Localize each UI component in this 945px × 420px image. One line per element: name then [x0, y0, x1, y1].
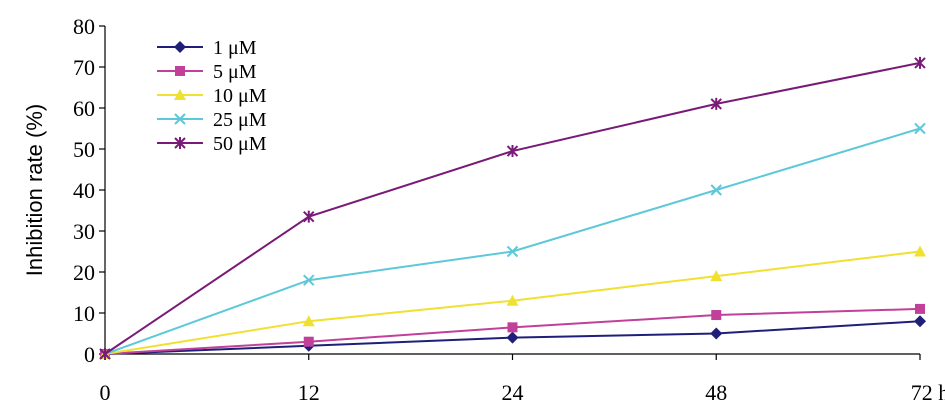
y-tick-label: 60	[73, 96, 95, 121]
legend-label: 50 μM	[213, 133, 267, 155]
x-tick-label: 24	[502, 380, 524, 405]
y-tick-label: 10	[73, 301, 95, 326]
data-point	[710, 327, 723, 340]
data-point	[99, 348, 111, 360]
x-tick-labels: 0 12 24 48 72 h	[100, 354, 945, 405]
legend-item: 1 μM	[157, 37, 257, 59]
data-point	[710, 270, 723, 282]
series-line	[104, 127, 921, 355]
data-point	[914, 56, 926, 69]
x-tick-label: 0	[100, 380, 111, 405]
series-group	[99, 56, 926, 360]
legend-item: 50 μM	[157, 133, 267, 155]
legend-item: 5 μM	[157, 61, 257, 83]
series-4	[99, 56, 926, 360]
legend-label: 10 μM	[213, 85, 267, 107]
legend-marker	[174, 89, 186, 100]
data-point	[303, 336, 314, 347]
legend-marker	[175, 66, 185, 76]
data-point	[506, 331, 519, 344]
legend-marker	[174, 137, 186, 149]
y-tick-label: 0	[84, 342, 95, 367]
legend-label: 25 μM	[213, 109, 267, 131]
data-point	[303, 210, 315, 223]
x-tick-label: 48	[705, 380, 727, 405]
data-point	[711, 310, 722, 321]
data-point	[710, 184, 722, 196]
data-point	[506, 145, 519, 158]
legend-item: 10 μM	[157, 85, 267, 107]
legend-label: 1 μM	[213, 37, 257, 59]
data-point	[302, 315, 315, 327]
x-tick-label: 12	[298, 380, 320, 405]
y-tick-label: 50	[73, 137, 95, 162]
data-point	[506, 294, 519, 306]
data-point	[303, 274, 315, 286]
y-tick-label: 70	[73, 55, 95, 80]
y-axis-title: Inhibition rate (%)	[22, 104, 47, 276]
data-point	[507, 322, 518, 333]
data-point	[914, 122, 926, 135]
y-tick-labels: 0 10 20 30 40 50 60 70 80	[73, 14, 105, 367]
data-point	[915, 303, 925, 314]
data-point	[914, 315, 926, 328]
y-tick-label: 30	[73, 219, 95, 244]
y-tick-label: 20	[73, 260, 95, 285]
y-tick-label: 80	[73, 14, 95, 39]
data-point	[506, 245, 519, 258]
legend-marker	[174, 41, 186, 53]
x-tick-label: 72 h	[911, 380, 945, 405]
data-point	[914, 245, 926, 257]
data-point	[710, 97, 722, 110]
legend-item: 25 μM	[157, 109, 267, 131]
legend-marker	[174, 113, 186, 125]
series-1	[100, 303, 925, 359]
y-tick-label: 40	[73, 178, 95, 203]
series-0	[99, 315, 926, 360]
legend-label: 5 μM	[213, 61, 257, 83]
